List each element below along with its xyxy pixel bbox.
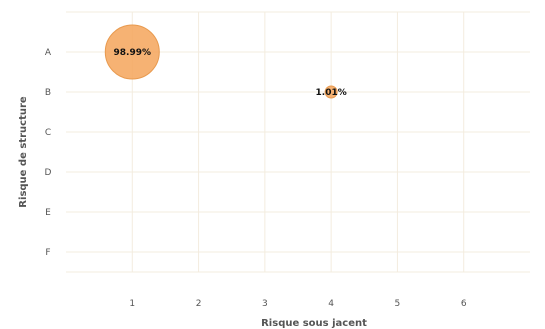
y-axis-title: Risque de structure — [18, 96, 29, 208]
x-axis-ticks: 1 2 3 4 5 6 — [129, 299, 466, 309]
x-tick-label: 4 — [328, 299, 334, 309]
y-tick-label: F — [45, 248, 50, 258]
x-tick-label: 1 — [129, 299, 135, 309]
bubble-data-label: 98.99% — [114, 48, 152, 58]
x-tick-label: 2 — [196, 299, 202, 309]
y-axis-ticks: A B C D E F — [45, 48, 52, 258]
grid — [66, 11, 530, 273]
x-tick-label: 5 — [395, 299, 401, 309]
y-tick-label: B — [45, 88, 51, 98]
y-tick-label: A — [45, 48, 52, 58]
y-tick-label: D — [45, 168, 52, 178]
bubble-labels: 98.99% 1.01% — [114, 48, 347, 98]
bubble-point — [104, 24, 160, 80]
y-tick-label: C — [45, 128, 51, 138]
x-tick-label: 3 — [262, 299, 268, 309]
bubble-point — [324, 85, 338, 99]
x-tick-label: 6 — [461, 299, 467, 309]
bubble-data-label: 1.01% — [316, 88, 347, 98]
x-axis-title: Risque sous jacent — [261, 318, 367, 329]
bubbles — [104, 24, 338, 99]
y-tick-label: E — [45, 208, 51, 218]
